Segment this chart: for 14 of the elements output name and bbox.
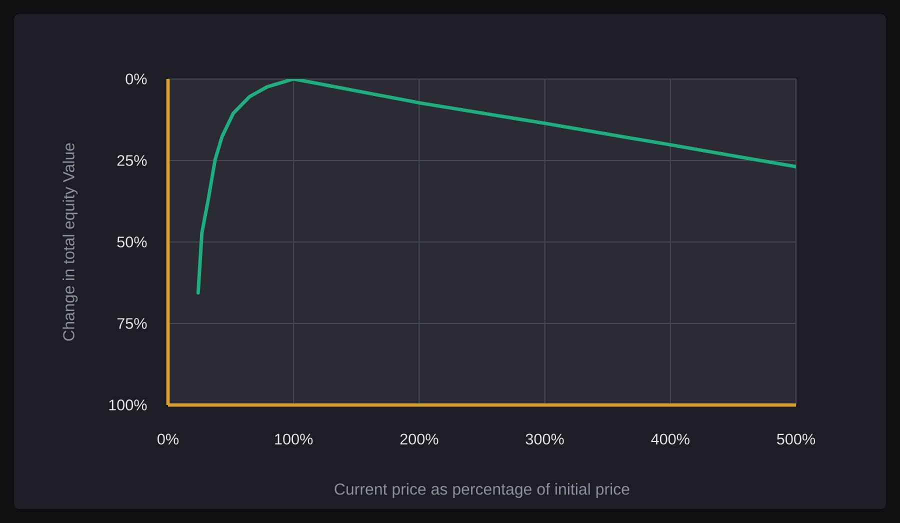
x-tick-label: 200% [400, 434, 438, 445]
x-tick-label: 100% [275, 434, 313, 445]
x-tick-label: 400% [651, 434, 690, 445]
y-tick-label: 100% [109, 400, 147, 410]
line-series [196, 78, 796, 295]
x-tick-label: 300% [526, 434, 564, 445]
x-tick-label: 500% [776, 434, 816, 445]
y-tick-label: 25% [117, 155, 147, 166]
y-axis-title: Change in total equity Value [62, 143, 78, 341]
y-tick-label: 50% [117, 236, 147, 248]
y-tick-label: 75% [117, 318, 147, 329]
y-tick-label: 0% [126, 74, 147, 84]
x-axis-title: Current price as percentage of initial price [334, 483, 630, 498]
x-tick-label: 0% [158, 434, 179, 445]
